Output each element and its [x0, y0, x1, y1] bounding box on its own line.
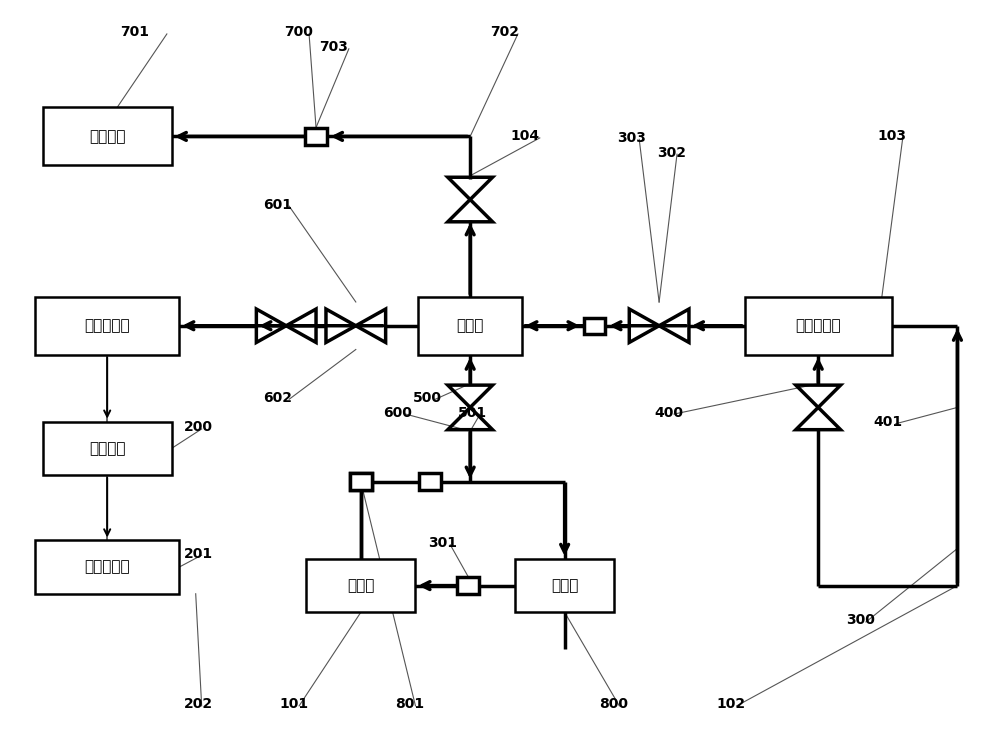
Text: 加氢装置: 加氢装置: [89, 129, 125, 144]
Bar: [418, 297, 522, 355]
Bar: [350, 473, 372, 490]
Bar: [35, 297, 179, 355]
Bar: [745, 297, 892, 355]
Bar: [350, 473, 372, 490]
Text: 300: 300: [846, 613, 875, 628]
Text: 401: 401: [873, 415, 902, 429]
Text: 待充电终端: 待充电终端: [84, 560, 130, 574]
Bar: [457, 577, 479, 594]
Text: 200: 200: [184, 420, 213, 435]
Text: 储能组件: 储能组件: [89, 441, 125, 456]
Text: 800: 800: [599, 697, 628, 711]
Bar: [515, 559, 614, 613]
Text: 702: 702: [490, 25, 519, 40]
Bar: [584, 318, 605, 334]
Text: 202: 202: [184, 697, 213, 711]
Text: 气液分离器: 气液分离器: [795, 318, 841, 334]
Text: 500: 500: [412, 390, 441, 405]
Bar: [43, 108, 172, 165]
Text: 电解槽: 电解槽: [551, 578, 578, 593]
Text: 600: 600: [383, 405, 412, 420]
Text: 302: 302: [657, 146, 686, 160]
Text: 104: 104: [510, 129, 539, 144]
Text: 602: 602: [263, 390, 292, 405]
Text: 801: 801: [396, 697, 425, 711]
Text: 701: 701: [120, 25, 149, 40]
Text: 303: 303: [617, 131, 646, 145]
Bar: [419, 473, 441, 490]
Text: 储水筱: 储水筱: [347, 578, 374, 593]
Text: 储氢罐: 储氢罐: [456, 318, 484, 334]
Text: 301: 301: [428, 536, 457, 551]
Text: 201: 201: [184, 547, 213, 561]
Text: 601: 601: [263, 197, 292, 212]
Bar: [305, 128, 327, 144]
Text: 703: 703: [319, 40, 348, 55]
Text: 101: 101: [279, 697, 308, 711]
Bar: [43, 422, 172, 475]
Bar: [35, 540, 179, 594]
Text: 103: 103: [878, 129, 907, 144]
Text: 氢燃料电池: 氢燃料电池: [84, 318, 130, 334]
Text: 102: 102: [717, 697, 746, 711]
Bar: [306, 559, 415, 613]
Text: 400: 400: [654, 405, 683, 420]
Text: 700: 700: [284, 25, 313, 40]
Text: 501: 501: [458, 405, 487, 420]
